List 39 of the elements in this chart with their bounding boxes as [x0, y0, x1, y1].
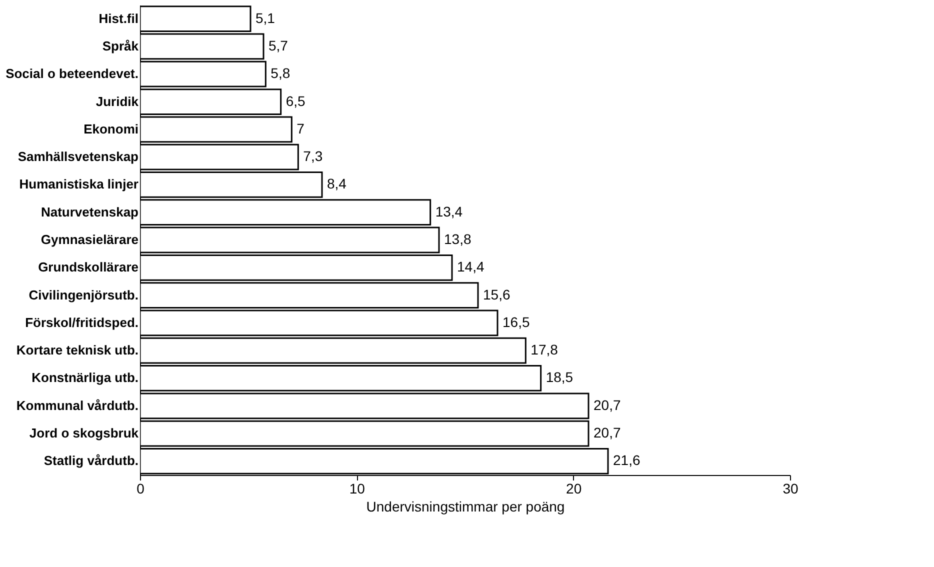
y-tick-label: Statlig vårdutb.: [44, 453, 138, 468]
data-label: 18,5: [546, 369, 574, 386]
y-tick-label: Naturvetenskap: [40, 204, 139, 220]
data-label: 13,4: [435, 203, 463, 220]
y-tick-label: Jord o skogsbruk: [29, 426, 140, 441]
data-label: 14,4: [457, 258, 484, 275]
x-tick-label: 30: [782, 480, 798, 496]
y-tick-label: Förskol/fritidsped.: [25, 314, 138, 330]
y-tick-label: Social o beteendevet.: [6, 66, 138, 82]
data-label: 5,7: [268, 37, 288, 54]
data-label: 17,8: [530, 342, 558, 358]
y-tick-label: Grundskollärare: [38, 260, 138, 275]
data-label: 16,5: [502, 314, 530, 330]
y-tick-label: Samhällsvetenskap: [18, 149, 139, 164]
data-label: 7: [296, 120, 305, 136]
x-axis-title: Undervisningstimmar per poäng: [366, 498, 565, 514]
y-tick-label: Kortare teknisk utb.: [16, 342, 138, 358]
data-label: 20,7: [594, 396, 621, 413]
data-label: 5,8: [270, 65, 290, 82]
data-label: 5,1: [256, 10, 276, 26]
data-label: 13,8: [444, 231, 472, 247]
data-label: 15,6: [483, 286, 510, 302]
y-tick-label: Civilingenjörsutb.: [28, 287, 138, 302]
data-label: 21,6: [613, 452, 640, 468]
x-tick-label: 10: [349, 480, 366, 496]
y-tick-label: Juridik: [96, 94, 140, 109]
data-label: 6,5: [286, 92, 306, 109]
y-tick-label: Språk: [102, 38, 140, 54]
data-label: 7,3: [303, 148, 323, 164]
y-tick-label: Hist.fil: [98, 10, 138, 26]
y-tick-label: Humanistiska linjer: [19, 176, 138, 192]
y-tick-label: Kommunal vårdutb.: [16, 398, 138, 413]
y-tick-label: Gymnasielärare: [40, 232, 138, 247]
data-label: 20,7: [594, 424, 621, 441]
data-label: 8,4: [327, 176, 347, 192]
y-tick-label: Ekonomi: [84, 121, 138, 136]
x-tick-label: 0: [136, 480, 145, 496]
y-tick-label: Konstnärliga utb.: [32, 370, 138, 386]
x-tick-label: 20: [566, 480, 582, 496]
